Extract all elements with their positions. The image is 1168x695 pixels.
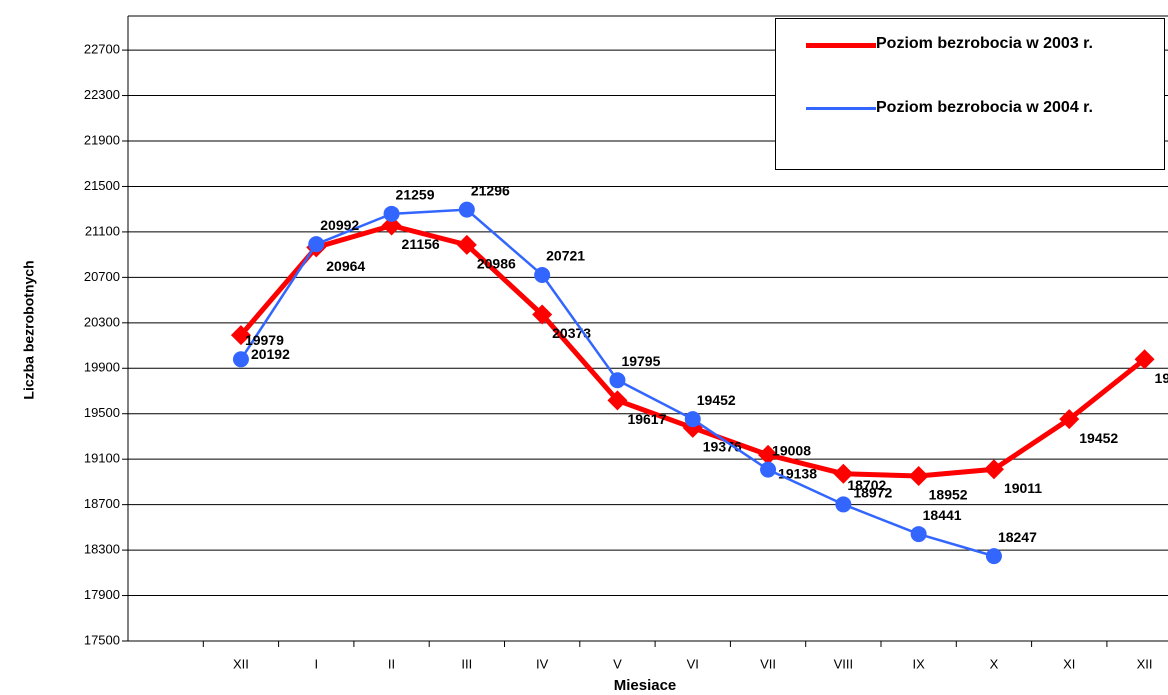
legend-label: Poziom bezrobocia w 2003 r. [876,35,1093,52]
x-tick-label: V [613,656,622,671]
point [456,234,477,255]
point [983,459,1004,480]
series-line [239,222,1147,479]
y-tick-label: 22700 [84,42,120,57]
x-tick-label: I [314,656,318,671]
point [835,496,852,513]
x-tick-label: X [990,656,999,671]
point [910,526,927,543]
data-label: 20373 [552,325,591,341]
data-label: 19979 [1155,370,1168,386]
legend-label: Poziom bezrobocia w 2004 r. [876,99,1093,116]
x-tick-label: XII [1137,656,1153,671]
point [609,372,626,389]
y-tick-label: 20300 [84,314,120,329]
data-label: 18972 [853,484,892,500]
point [232,351,249,368]
point [534,266,551,283]
point [833,463,854,484]
data-label: 21296 [471,182,510,198]
legend-swatch [806,43,876,48]
data-label: 19452 [1079,430,1118,446]
data-label: 19376 [703,439,742,455]
data-label: 19979 [245,332,284,348]
data-label: 19452 [697,392,736,408]
data-label: 20192 [251,346,290,362]
point [308,236,325,253]
data-label: 19138 [778,466,817,482]
point [1059,409,1080,430]
point [908,466,929,486]
data-label: 20964 [326,258,365,274]
data-label: 21259 [396,187,435,203]
x-tick-label: VIII [834,656,854,671]
data-label: 18247 [998,529,1037,545]
point [532,304,553,325]
data-label: 19795 [621,353,660,369]
point [758,444,779,465]
data-label: 19011 [1004,480,1042,496]
x-tick-label: III [461,656,472,671]
y-tick-label: 18300 [84,542,120,557]
y-tick-label: 21500 [84,178,120,193]
point [230,325,251,346]
point [607,390,628,411]
data-label: 18441 [923,507,962,523]
y-tick-label: 19100 [84,451,120,466]
point [760,461,777,478]
y-tick-label: 18700 [84,496,120,511]
point [684,411,701,428]
x-tick-label: II [388,656,395,671]
point [1134,349,1155,370]
x-tick-label: XI [1063,656,1075,671]
y-tick-label: 21900 [84,132,120,147]
point [383,205,400,222]
y-tick-label: 19500 [84,405,120,420]
x-tick-label: IV [536,656,549,671]
data-label: 18702 [847,477,886,493]
point [458,201,475,218]
legend: Poziom bezrobocia w 2003 r. Poziom bezrob… [775,18,1165,170]
data-label: 19617 [627,411,666,427]
data-label: 21156 [402,236,440,252]
y-tick-label: 17900 [84,587,120,602]
data-label: 20992 [320,217,359,233]
y-tick-label: 17500 [84,632,120,647]
x-tick-label: XII [233,656,249,671]
data-label: 20721 [546,248,585,264]
data-label: 18952 [929,487,968,503]
legend-swatch [806,107,876,110]
x-tick-label: IX [913,656,926,671]
point [381,215,402,236]
y-tick-label: 22300 [84,87,120,102]
x-tick-label: VII [760,656,776,671]
data-label: 19008 [772,442,811,458]
point [985,548,1002,565]
y-tick-label: 20700 [84,269,120,284]
x-axis-title: Miesiace [614,677,677,694]
y-tick-label: 19900 [84,360,120,375]
x-tick-label: VI [687,656,699,671]
data-label: 20986 [477,256,516,272]
y-tick-label: 21100 [85,223,120,238]
y-axis-title: Liczba bezrobotnych [21,260,37,399]
